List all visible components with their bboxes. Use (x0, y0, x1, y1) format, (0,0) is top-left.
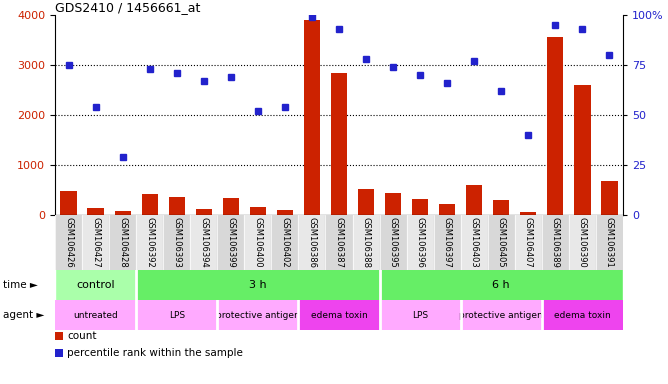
Text: GSM106402: GSM106402 (281, 217, 289, 267)
Bar (542, 300, 623, 330)
Text: GSM106396: GSM106396 (415, 217, 425, 268)
Bar (379, 270, 623, 300)
Bar (55, 300, 136, 330)
Bar (190, 215, 217, 270)
Bar (299, 215, 325, 270)
Bar (114, 211, 131, 215)
Bar (217, 300, 299, 330)
Text: GSM106390: GSM106390 (578, 217, 587, 267)
Text: LPS: LPS (412, 311, 428, 319)
Text: GDS2410 / 1456661_at: GDS2410 / 1456661_at (55, 1, 200, 14)
Text: LPS: LPS (168, 311, 185, 319)
Text: GSM106400: GSM106400 (253, 217, 263, 267)
Bar (88, 207, 104, 215)
Bar (325, 215, 353, 270)
Bar (358, 189, 374, 215)
Bar (353, 215, 379, 270)
Bar (299, 300, 379, 330)
Bar (55, 215, 82, 270)
Text: untreated: untreated (73, 311, 118, 319)
Bar (136, 270, 379, 300)
Bar (250, 207, 266, 215)
Bar (244, 215, 271, 270)
Text: GSM106386: GSM106386 (307, 217, 317, 268)
Bar (385, 193, 401, 215)
Text: count: count (67, 331, 96, 341)
Bar (379, 300, 461, 330)
Text: GSM106393: GSM106393 (172, 217, 181, 268)
Bar (163, 215, 190, 270)
Text: control: control (76, 280, 115, 290)
Bar (461, 300, 542, 330)
Bar (55, 270, 136, 300)
Bar (601, 181, 618, 215)
Text: GSM106394: GSM106394 (199, 217, 208, 267)
Text: GSM106426: GSM106426 (64, 217, 73, 267)
Bar (109, 215, 136, 270)
Text: GSM106399: GSM106399 (226, 217, 235, 267)
Text: GSM106395: GSM106395 (389, 217, 397, 267)
Text: GSM106389: GSM106389 (551, 217, 560, 268)
Bar (60, 191, 77, 215)
Bar (304, 20, 320, 215)
Bar (461, 215, 488, 270)
Bar (569, 215, 596, 270)
Bar (434, 215, 461, 270)
Bar (331, 73, 347, 215)
Bar (136, 300, 217, 330)
Bar (488, 215, 515, 270)
Bar (168, 197, 185, 215)
Text: GSM106387: GSM106387 (335, 217, 343, 268)
Text: 3 h: 3 h (249, 280, 267, 290)
Bar (466, 185, 482, 215)
Text: GSM106427: GSM106427 (91, 217, 100, 267)
Text: edema toxin: edema toxin (554, 311, 611, 319)
Bar (277, 210, 293, 215)
Text: GSM106392: GSM106392 (145, 217, 154, 267)
Text: agent ►: agent ► (3, 310, 45, 320)
Text: GSM106403: GSM106403 (470, 217, 479, 267)
Bar (493, 200, 510, 215)
Text: GSM106397: GSM106397 (443, 217, 452, 268)
Bar (142, 194, 158, 215)
Bar (196, 209, 212, 215)
Text: GSM106388: GSM106388 (361, 217, 371, 268)
Bar (222, 198, 239, 215)
Bar (547, 36, 564, 215)
Text: GSM106391: GSM106391 (605, 217, 614, 267)
Bar (515, 215, 542, 270)
Text: protective antigen: protective antigen (216, 311, 300, 319)
Bar (596, 215, 623, 270)
Bar (542, 215, 569, 270)
Bar (439, 204, 456, 215)
Bar (407, 215, 434, 270)
Bar (82, 215, 109, 270)
Bar (379, 215, 407, 270)
Text: time ►: time ► (3, 280, 38, 290)
Text: percentile rank within the sample: percentile rank within the sample (67, 348, 243, 358)
Bar (520, 212, 536, 215)
Bar (574, 85, 591, 215)
Bar (136, 215, 163, 270)
Text: 6 h: 6 h (492, 280, 510, 290)
Bar (412, 199, 428, 215)
Text: edema toxin: edema toxin (311, 311, 367, 319)
Text: GSM106428: GSM106428 (118, 217, 127, 267)
Text: GSM106407: GSM106407 (524, 217, 533, 267)
Text: protective antigen: protective antigen (460, 311, 543, 319)
Text: GSM106405: GSM106405 (497, 217, 506, 267)
Bar (271, 215, 299, 270)
Bar (217, 215, 244, 270)
